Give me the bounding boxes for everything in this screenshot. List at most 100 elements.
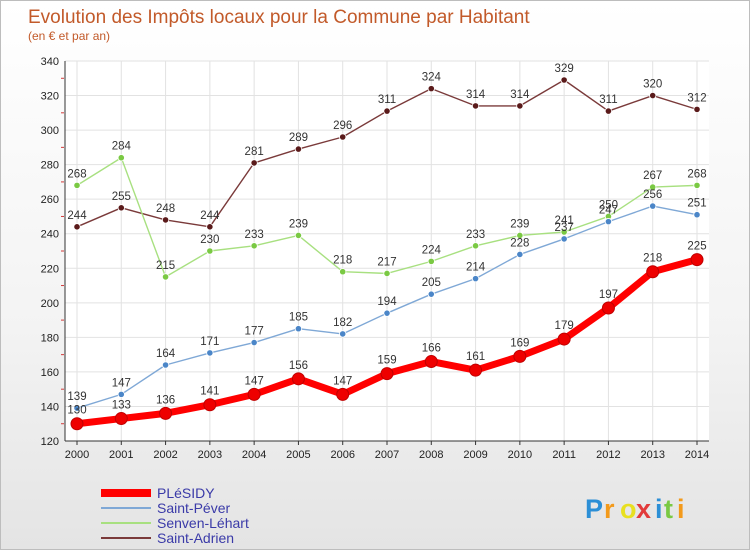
data-label: 197 — [599, 289, 618, 301]
data-point — [339, 133, 347, 141]
data-label: 171 — [200, 336, 219, 348]
legend-label: Saint-Péver — [157, 500, 230, 516]
data-label: 166 — [422, 343, 441, 355]
legend: PLéSIDYSaint-PéverSenven-LéhartSaint-Adr… — [101, 485, 249, 546]
y-tick-label: 180 — [41, 332, 59, 344]
legend-label: PLéSIDY — [157, 485, 215, 501]
logo-letter: i — [677, 494, 685, 524]
data-point — [294, 145, 303, 153]
logo-letter: x — [636, 494, 651, 524]
data-label: 164 — [156, 348, 176, 360]
data-label: 233 — [245, 229, 264, 241]
data-label: 161 — [466, 351, 485, 363]
data-label: 214 — [466, 262, 486, 274]
data-point — [336, 387, 350, 401]
data-point — [383, 269, 391, 278]
data-point — [516, 231, 524, 240]
data-point — [250, 338, 258, 347]
data-label: 244 — [67, 210, 87, 222]
data-label: 185 — [289, 312, 308, 324]
data-label: 239 — [289, 218, 308, 230]
data-label: 147 — [245, 375, 264, 387]
data-label: 147 — [112, 377, 131, 389]
data-point — [516, 102, 524, 110]
y-tick-label: 140 — [41, 401, 59, 413]
data-label: 237 — [555, 222, 574, 234]
data-label: 194 — [377, 296, 397, 308]
data-point — [294, 231, 303, 240]
data-point — [380, 367, 394, 381]
data-point — [159, 406, 173, 420]
x-tick-label: 2013 — [640, 449, 664, 461]
data-label: 281 — [245, 146, 264, 158]
data-point — [690, 253, 704, 267]
data-point — [161, 273, 170, 281]
data-label: 130 — [67, 405, 86, 417]
data-point — [383, 309, 391, 317]
x-tick-label: 2008 — [419, 449, 443, 461]
data-point — [70, 417, 84, 431]
data-point — [560, 235, 568, 243]
x-tick-label: 2002 — [153, 449, 177, 461]
data-label: 314 — [466, 89, 486, 101]
y-tick-label: 340 — [41, 56, 59, 68]
data-point — [161, 361, 170, 369]
data-label: 255 — [112, 191, 131, 203]
data-point — [294, 325, 303, 333]
data-point — [206, 349, 214, 357]
data-point — [203, 398, 217, 412]
x-tick-label: 2001 — [109, 449, 133, 461]
data-label: 329 — [555, 63, 574, 75]
y-tick-label: 320 — [41, 91, 59, 103]
data-point — [649, 91, 657, 100]
y-tick-label: 260 — [41, 194, 59, 206]
data-point — [114, 412, 128, 426]
data-point — [560, 228, 568, 236]
data-label: 251 — [687, 198, 706, 210]
data-label: 156 — [289, 360, 308, 372]
x-tick-label: 2011 — [552, 449, 576, 461]
data-label: 228 — [510, 237, 529, 249]
data-point — [291, 372, 305, 386]
data-point — [247, 387, 261, 401]
data-label: 241 — [555, 215, 574, 227]
data-label: 224 — [422, 244, 442, 256]
data-label: 139 — [67, 391, 86, 403]
data-point — [513, 349, 527, 363]
data-point — [649, 183, 657, 191]
data-label: 233 — [466, 229, 485, 241]
data-label: 182 — [333, 317, 352, 329]
data-point — [383, 107, 391, 115]
data-label: 320 — [643, 79, 662, 91]
logo-letter: P — [585, 494, 603, 524]
data-label: 217 — [377, 256, 396, 268]
data-label: 244 — [200, 210, 220, 222]
data-label: 289 — [289, 132, 308, 144]
x-tick-label: 2012 — [596, 449, 620, 461]
x-tick-label: 2007 — [375, 449, 399, 461]
data-label: 248 — [156, 203, 175, 215]
x-tick-label: 2010 — [508, 449, 532, 461]
data-point — [117, 204, 125, 212]
data-label: 284 — [112, 141, 132, 153]
data-point — [73, 223, 81, 231]
data-label: 136 — [156, 394, 175, 406]
data-point — [161, 216, 170, 224]
data-label: 267 — [643, 170, 662, 182]
y-tick-label: 280 — [41, 160, 59, 172]
data-label: 133 — [112, 400, 131, 412]
legend-label: Senven-Léhart — [157, 515, 249, 531]
chart-subtitle: (en € et par an) — [28, 29, 110, 43]
data-label: 314 — [510, 89, 530, 101]
y-tick-label: 120 — [41, 436, 59, 448]
data-label: 311 — [378, 94, 396, 106]
data-label: 225 — [687, 241, 706, 253]
data-label: 268 — [687, 168, 706, 180]
data-point — [427, 85, 435, 93]
data-point — [206, 247, 214, 255]
data-label: 177 — [245, 326, 264, 338]
data-point — [560, 76, 568, 84]
data-label: 169 — [510, 337, 529, 349]
